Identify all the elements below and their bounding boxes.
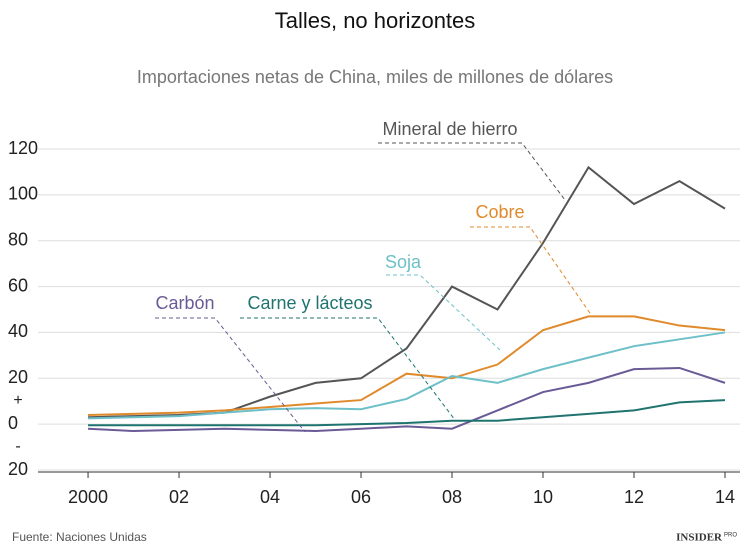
series-label: Soja	[385, 252, 422, 272]
x-tick-label: 08	[442, 487, 462, 507]
series-line	[88, 399, 726, 427]
x-tick-label: 06	[351, 487, 371, 507]
leader-line	[386, 274, 501, 351]
x-tick-label: 14	[715, 487, 735, 507]
x-tick-label: 2000	[68, 487, 108, 507]
chart-title: Talles, no horizontes	[275, 8, 476, 33]
series-line	[88, 331, 726, 420]
brand-suffix: PRO	[724, 533, 737, 539]
y-tick-label: 120	[8, 138, 38, 158]
chart-subtitle: Importaciones netas de China, miles de m…	[137, 67, 613, 87]
leader-line	[378, 142, 566, 201]
y-tick-label: 0	[8, 413, 18, 433]
x-tick-label: 02	[169, 487, 189, 507]
series-line	[88, 315, 726, 416]
leader-line	[240, 317, 456, 421]
brand: INSIDER	[676, 532, 723, 544]
leader-line	[155, 317, 306, 433]
y-tick-label: 100	[8, 184, 38, 204]
x-tick-label: 12	[624, 487, 644, 507]
y-tick-label: 20	[8, 367, 28, 387]
series-label: Carne y lácteos	[247, 293, 372, 313]
leader-line	[470, 226, 593, 317]
series-label: Cobre	[475, 202, 524, 222]
series-label: Mineral de hierro	[382, 119, 517, 139]
minus-sign: -	[15, 438, 20, 455]
y-tick-label: 80	[8, 229, 28, 249]
y-tick-label: 60	[8, 275, 28, 295]
series-line	[87, 366, 726, 433]
x-tick-label: 04	[260, 487, 280, 507]
y-tick-label: 40	[8, 321, 28, 341]
y-tick-label: 20	[8, 459, 28, 479]
series-label: Carbón	[155, 293, 214, 313]
plus-sign: +	[13, 392, 22, 409]
source: Fuente: Naciones Unidas	[12, 530, 147, 544]
x-tick-label: 10	[533, 487, 553, 507]
